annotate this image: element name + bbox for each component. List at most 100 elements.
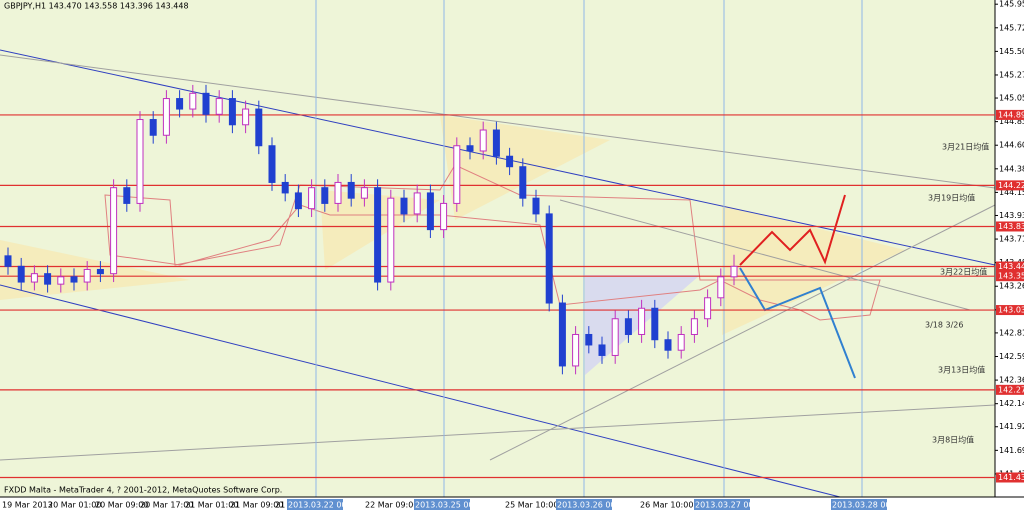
candle-body <box>281 181 289 194</box>
level-label: 144.222 <box>998 181 1024 190</box>
candle-body <box>426 192 434 231</box>
y-tick-label: 145.275 <box>999 70 1024 79</box>
y-tick-label: 144.605 <box>999 141 1024 150</box>
candle-body <box>651 307 659 341</box>
y-tick-label: 145.055 <box>999 94 1024 103</box>
y-tick-label: 142.140 <box>999 399 1024 408</box>
y-tick-label: 142.815 <box>999 328 1024 337</box>
time-label-bg <box>831 499 887 510</box>
candle-body <box>453 145 461 204</box>
y-tick-label: 143.260 <box>999 282 1024 291</box>
y-tick-label: 141.695 <box>999 446 1024 455</box>
candle-body <box>690 318 698 335</box>
annotation: 3月13日均值 <box>938 365 985 375</box>
candle-body <box>519 166 527 199</box>
level-label-bg <box>996 472 1024 483</box>
level-label: 142.272 <box>998 385 1024 394</box>
candle-body <box>123 187 131 204</box>
annotation: 3月19日均值 <box>928 193 975 203</box>
candle-body <box>638 307 646 335</box>
time-label-bg <box>694 499 750 510</box>
candle-body <box>492 129 500 157</box>
candle-body <box>360 187 368 199</box>
candle-body <box>730 265 738 278</box>
candle-body <box>374 187 382 283</box>
candle-body <box>149 119 157 136</box>
candle-body <box>611 318 619 356</box>
candle-body <box>228 98 236 126</box>
candle-body <box>294 192 302 210</box>
candle-body <box>202 92 210 115</box>
time-label: 2013.03.25 00:00 <box>415 501 486 510</box>
level-label-bg <box>996 180 1024 191</box>
candle-body <box>558 302 566 367</box>
time-label: 2013.03.22 00:00 <box>288 501 359 510</box>
candle-body <box>83 268 91 283</box>
candle-body <box>347 181 355 199</box>
candle-body <box>268 145 276 183</box>
candle-body <box>57 276 65 285</box>
y-tick-label: 144.380 <box>999 164 1024 173</box>
trend-line <box>0 49 996 266</box>
annotation: 3/18 3/26 <box>925 321 963 330</box>
candle-body <box>162 98 170 136</box>
chart-footer: FXDD Malta - MetaTrader 4, ? 2001-2012, … <box>4 486 282 495</box>
time-label-bg <box>287 499 343 510</box>
level-label: 143.356 <box>998 272 1024 281</box>
candle-body <box>255 108 263 147</box>
level-label: 144.894 <box>998 110 1024 119</box>
time-label: 2013.03.26 00:00 <box>557 501 628 510</box>
level-label-bg <box>996 109 1024 120</box>
candle-body <box>532 197 540 215</box>
y-tick-label: 144.155 <box>999 188 1024 197</box>
candle-body <box>189 92 197 110</box>
y-tick-label: 142.590 <box>999 352 1024 361</box>
level-label: 141.436 <box>998 473 1024 482</box>
trend-line <box>0 284 841 498</box>
trend-line <box>0 404 996 461</box>
level-label: 143.448 <box>998 262 1024 271</box>
candle-body <box>506 155 514 168</box>
candle-body <box>308 187 316 210</box>
y-tick-label: 141.920 <box>999 422 1024 431</box>
time-label: 21 Mar 09:00 <box>230 501 283 510</box>
candle-body <box>242 108 250 126</box>
annotation: 3月22日均值 <box>940 267 987 277</box>
time-label: 21 Mar 01:00 <box>185 501 238 510</box>
candle-body <box>334 181 342 204</box>
time-label: 20 Mar 01:00 <box>48 501 101 510</box>
time-label: 20 Mar 09:00 <box>95 501 148 510</box>
y-tick-label: 145.725 <box>999 23 1024 32</box>
time-label-bg <box>556 499 612 510</box>
y-tick-label: 142.365 <box>999 376 1024 385</box>
candle-body <box>413 192 421 215</box>
candle-body <box>572 333 580 367</box>
y-tick-label: 145.500 <box>999 47 1024 56</box>
level-label-bg <box>996 271 1024 282</box>
candle-body <box>215 98 223 115</box>
time-label: 2013.03.28 00:00 <box>832 501 903 510</box>
level-label: 143.033 <box>998 306 1024 315</box>
forecast-down <box>739 267 856 379</box>
candle-body <box>585 333 593 346</box>
trend-line <box>0 54 996 189</box>
candle-body <box>70 276 78 283</box>
candle-body <box>400 197 408 215</box>
candle-body <box>44 273 52 285</box>
candle-body <box>624 318 632 335</box>
time-label: 25 Mar 10:00 <box>505 501 558 510</box>
candle-body <box>598 344 606 356</box>
annotation: 3月21日均值 <box>942 142 989 152</box>
candle-body <box>704 297 712 320</box>
y-tick-label: 145.950 <box>999 0 1024 9</box>
candle-body <box>30 273 38 283</box>
y-tick-label: 143.710 <box>999 235 1024 244</box>
level-label-bg <box>996 305 1024 316</box>
time-label: 19 Mar 2013 <box>2 501 53 510</box>
candle-body <box>96 268 104 275</box>
time-label: 2013.03.27 00:00 <box>695 501 766 510</box>
level-label-bg <box>996 384 1024 395</box>
time-label: 26 Mar 10:00 <box>640 501 693 510</box>
candle-body <box>136 119 144 204</box>
